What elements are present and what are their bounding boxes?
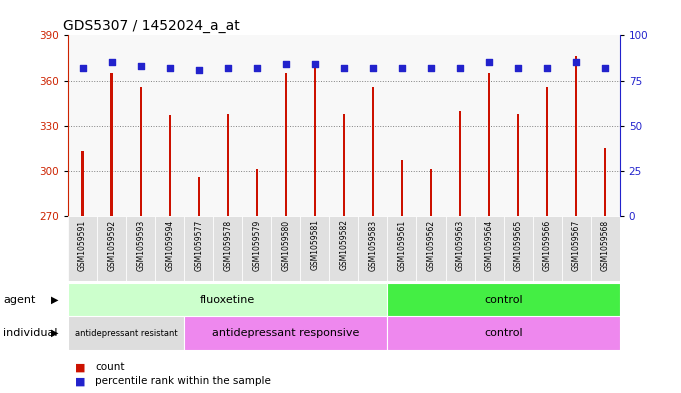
Bar	[533, 216, 562, 281]
Bar	[110, 73, 113, 216]
Bar	[300, 216, 330, 281]
Bar	[140, 86, 142, 216]
Point	[368, 65, 379, 71]
Bar	[517, 114, 519, 216]
Text: GSM1059583: GSM1059583	[368, 219, 377, 270]
Point	[251, 65, 262, 71]
Text: individual: individual	[3, 328, 58, 338]
Text: GSM1059581: GSM1059581	[311, 219, 319, 270]
Bar	[330, 216, 358, 281]
Bar	[255, 169, 258, 216]
Point	[541, 65, 552, 71]
Text: GSM1059562: GSM1059562	[426, 219, 436, 270]
Text: GSM1059591: GSM1059591	[78, 219, 87, 270]
Bar	[430, 169, 432, 216]
Bar	[358, 216, 387, 281]
Bar	[197, 177, 200, 216]
Bar	[387, 216, 417, 281]
Bar	[575, 57, 577, 216]
Point	[106, 59, 117, 66]
Bar	[546, 86, 548, 216]
Bar	[169, 115, 171, 216]
Text: control: control	[484, 295, 523, 305]
Bar	[185, 316, 387, 350]
Point	[222, 65, 233, 71]
Bar	[155, 216, 185, 281]
Text: antidepressant resistant: antidepressant resistant	[75, 329, 178, 338]
Text: GSM1059578: GSM1059578	[223, 219, 232, 270]
Text: GSM1059592: GSM1059592	[107, 219, 116, 270]
Point	[513, 65, 524, 71]
Bar	[68, 216, 97, 281]
Point	[309, 61, 320, 68]
Text: GSM1059565: GSM1059565	[513, 219, 522, 271]
Text: antidepressant responsive: antidepressant responsive	[212, 328, 360, 338]
Bar	[97, 216, 126, 281]
Point	[338, 65, 349, 71]
Point	[164, 65, 175, 71]
Bar	[401, 160, 403, 216]
Point	[136, 63, 146, 69]
Bar	[68, 283, 387, 316]
Text: GSM1059567: GSM1059567	[571, 219, 581, 271]
Text: ▶: ▶	[51, 295, 59, 305]
Text: GSM1059593: GSM1059593	[136, 219, 145, 271]
Bar	[126, 216, 155, 281]
Bar	[503, 216, 533, 281]
Bar	[387, 283, 620, 316]
Bar	[343, 114, 345, 216]
Text: percentile rank within the sample: percentile rank within the sample	[95, 376, 271, 386]
Bar	[445, 216, 475, 281]
Point	[426, 65, 437, 71]
Point	[281, 61, 291, 68]
Text: GSM1059563: GSM1059563	[456, 219, 464, 271]
Text: ■: ■	[75, 376, 85, 386]
Text: GSM1059579: GSM1059579	[252, 219, 262, 271]
Bar	[271, 216, 300, 281]
Text: GSM1059564: GSM1059564	[485, 219, 494, 271]
Bar	[285, 73, 287, 216]
Text: GSM1059566: GSM1059566	[543, 219, 552, 271]
Text: GSM1059582: GSM1059582	[339, 219, 349, 270]
Point	[455, 65, 466, 71]
Bar	[475, 216, 503, 281]
Bar	[68, 316, 185, 350]
Text: ▶: ▶	[51, 328, 59, 338]
Bar	[590, 216, 620, 281]
Bar	[417, 216, 445, 281]
Bar	[185, 216, 213, 281]
Text: fluoxetine: fluoxetine	[200, 295, 255, 305]
Text: GSM1059561: GSM1059561	[398, 219, 407, 270]
Point	[77, 65, 88, 71]
Bar	[488, 73, 490, 216]
Text: GSM1059568: GSM1059568	[601, 219, 609, 270]
Bar	[213, 216, 242, 281]
Bar	[227, 114, 229, 216]
Text: GDS5307 / 1452024_a_at: GDS5307 / 1452024_a_at	[63, 19, 239, 33]
Point	[396, 65, 407, 71]
Text: control: control	[484, 328, 523, 338]
Text: ■: ■	[75, 362, 85, 373]
Bar	[314, 66, 316, 216]
Bar	[372, 86, 374, 216]
Text: GSM1059577: GSM1059577	[194, 219, 203, 271]
Text: GSM1059594: GSM1059594	[165, 219, 174, 271]
Bar	[242, 216, 271, 281]
Point	[193, 66, 204, 73]
Bar	[562, 216, 590, 281]
Text: agent: agent	[3, 295, 36, 305]
Bar	[387, 316, 620, 350]
Text: GSM1059580: GSM1059580	[281, 219, 290, 270]
Text: count: count	[95, 362, 125, 373]
Point	[600, 65, 611, 71]
Point	[571, 59, 582, 66]
Point	[484, 59, 494, 66]
Bar	[604, 148, 606, 216]
Bar	[459, 111, 461, 216]
Bar	[82, 151, 84, 216]
